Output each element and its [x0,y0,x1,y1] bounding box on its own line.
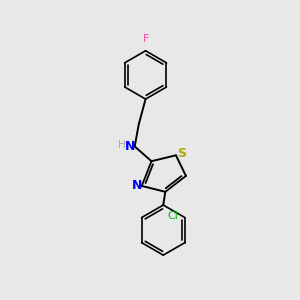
Text: H: H [118,140,126,150]
Text: Cl: Cl [168,211,178,221]
Text: F: F [142,34,149,44]
Text: N: N [132,179,142,192]
Text: S: S [177,147,186,160]
Text: N: N [125,140,136,153]
